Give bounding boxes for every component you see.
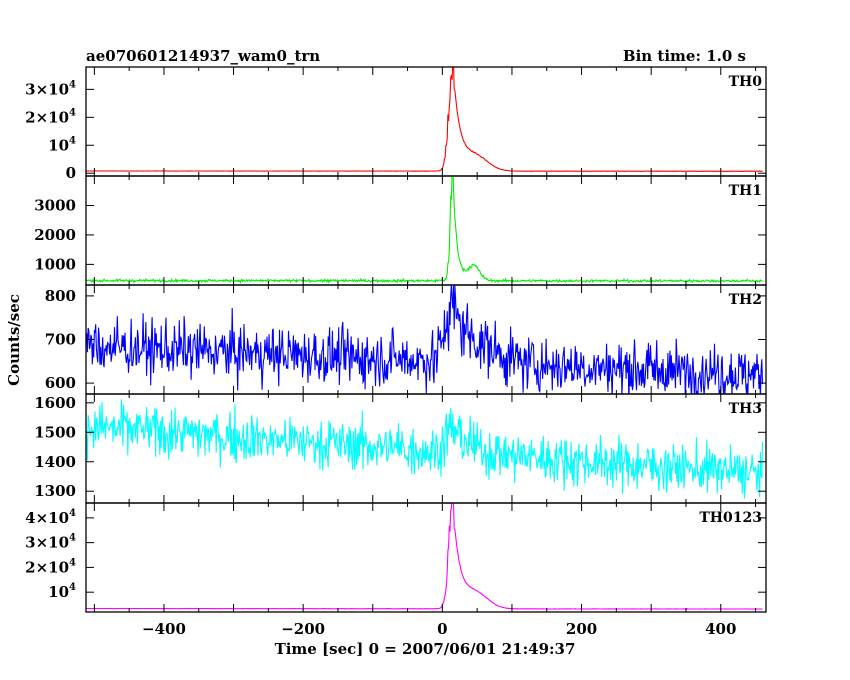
panel-th2: 600 700 800 TH2 [45,284,767,395]
x-tick-label: 0 [437,620,447,638]
panel-th3: 1300 1400 1500 1600 TH3 [34,393,767,504]
y-tick-label: 1300 [34,482,76,500]
series-line-th1 [86,176,763,284]
x-tick-label: −200 [281,620,325,638]
panels-group: 0 104 2×104 3×104 TH0 1000 2000 3000 TH1 600 700 80… [25,66,767,613]
y-tick-label: 3×104 [25,79,76,98]
series-line-th2 [86,285,764,394]
chart-title: ae070601214937_wam0_trn [86,47,320,65]
x-axis-label: Time [sec] 0 = 2007/06/01 21:49:37 [275,640,576,658]
panel-th0: 0 104 2×104 3×104 TH0 [25,66,767,182]
x-tick-label: 200 [566,620,597,638]
bin-time-label: Bin time: 1.0 s [623,47,746,65]
panel-frame [85,502,767,613]
panel-label-th0: TH0 [729,74,763,90]
y-tick-label: 3000 [34,196,76,214]
y-tick-label: 600 [45,374,76,392]
y-tick-label: 0 [66,164,76,182]
y-tick-label: 1000 [34,255,76,273]
series-line-th0 [86,67,763,172]
x-tick-label: 400 [705,620,736,638]
x-tick-labels: −400 −200 0 200 400 [142,620,736,638]
panel-label-th1: TH1 [729,183,762,199]
y-tick-label: 4×104 [25,508,76,527]
panel-frame [85,175,767,286]
y-tick-label: 3×104 [25,533,76,552]
panel-frame [85,66,767,177]
y-axis-label: Counts/sec [5,294,23,386]
y-tick-label: 1400 [34,453,76,471]
panel-th1: 1000 2000 3000 TH1 [34,175,767,286]
y-tick-label: 800 [45,287,76,305]
y-tick-label: 2×104 [25,557,76,576]
panel-label-th2: TH2 [729,292,762,308]
series-line-th0123 [86,503,763,610]
x-tick-label: −400 [142,620,186,638]
panel-label-th3: TH3 [729,401,762,417]
y-tick-label: 104 [48,135,76,154]
y-tick-label: 700 [45,331,76,349]
panel-label-th0123: TH0123 [699,510,762,526]
y-tick-label: 2×104 [25,107,76,126]
y-tick-label: 1600 [34,394,76,412]
panel-th0123: 104 2×104 3×104 4×104 TH0123 [25,502,767,613]
y-tick-label: 104 [48,582,76,601]
series-line-th3 [86,399,764,499]
y-tick-label: 2000 [34,226,76,244]
y-tick-label: 1500 [34,423,76,441]
